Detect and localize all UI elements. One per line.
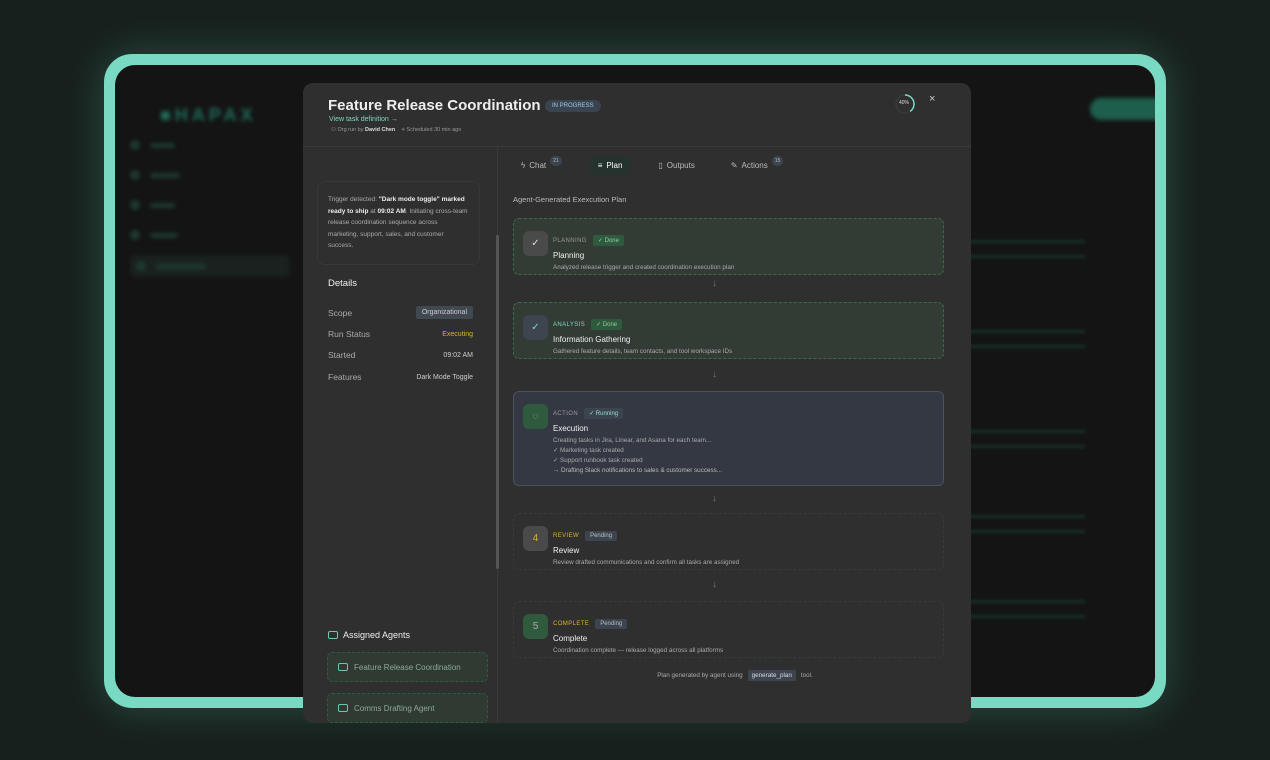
arrow-down-icon: ↓ [712, 278, 717, 289]
check-icon: ✓ [523, 315, 548, 340]
plan-heading: Agent-Generated Exexcution Plan [513, 195, 627, 204]
plan-step-planning: ✓ PLANNING ✓ Done Planning Analyzed releas… [513, 218, 944, 275]
run-meta: ⚇ Org run by David Chen ⟡ Scheduled 30 m… [331, 127, 462, 133]
robot-icon [328, 631, 338, 639]
plan-panel: ϟ Chat 21 ≡ Plan ▯ Outputs ✎ Actions 15 Agent-… [499, 147, 971, 723]
assigned-agents-heading: Assigned Agents [328, 630, 410, 640]
details-panel: Trigger detected: "Dark mode toggle" mar… [303, 147, 499, 723]
wrench-icon: ✎ [730, 160, 738, 170]
sidebar-background [130, 140, 290, 277]
spinner-icon: ◌ [523, 404, 548, 429]
subtask-item: ✓ Support runbook task created [553, 457, 643, 464]
plan-step-review: 4 REVIEW Pending Review Review drafted com… [513, 513, 944, 570]
plan-step-complete: 5 COMPLETE Pending Complete Coordination c… [513, 601, 944, 658]
modal-header: Feature Release Coordination IN PROGRESS… [303, 83, 971, 147]
tab-outputs[interactable]: ▯ Outputs [658, 160, 695, 170]
step-number: 5 [523, 614, 548, 639]
robot-icon [338, 663, 348, 671]
check-icon: ✓ [523, 231, 548, 256]
view-task-definition-link[interactable]: View task definition → [329, 116, 398, 123]
document-icon: ▯ [658, 160, 663, 170]
schedule-icon: ⟡ [401, 127, 406, 133]
detail-started: Started 09:02 AM [328, 350, 473, 360]
plan-step-action: ◌ ACTION ✓ Running Execution Creating task… [513, 391, 944, 486]
user-icon: ⚇ [331, 127, 336, 133]
progress-ring: 40% [894, 93, 916, 115]
activity-icon: ϟ [521, 160, 526, 170]
agent-chip[interactable]: Feature Release Coordination [327, 652, 488, 682]
background-action-button [1090, 98, 1155, 120]
status-badge: IN PROGRESS [545, 100, 601, 112]
task-modal: Feature Release Coordination IN PROGRESS… [303, 83, 971, 723]
details-heading: Details [328, 278, 358, 289]
close-button[interactable]: × [929, 93, 936, 105]
trigger-summary: Trigger detected: "Dark mode toggle" mar… [317, 181, 480, 265]
step-number: 4 [523, 526, 548, 551]
subtask-item: ✓ Marketing task created [553, 447, 624, 454]
subtask-item: → Drafting Slack notifications to sales … [553, 467, 723, 474]
detail-features: Features Dark Mode Toggle [328, 372, 473, 382]
arrow-down-icon: ↓ [712, 493, 717, 504]
plan-step-analysis: ✓ ANALYSIS ✓ Done Information Gathering Ga… [513, 302, 944, 359]
tab-chat[interactable]: ϟ Chat 21 [513, 155, 570, 175]
robot-icon [338, 704, 348, 712]
detail-scope: Scope Organizational [328, 306, 473, 319]
modal-title: Feature Release Coordination [328, 97, 541, 114]
tab-plan[interactable]: ≡ Plan [589, 155, 631, 175]
tab-bar: ϟ Chat 21 ≡ Plan ▯ Outputs ✎ Actions 15 [513, 155, 791, 175]
scrollbar[interactable] [496, 235, 499, 569]
arrow-down-icon: ↓ [712, 369, 717, 380]
app-logo: ■HAPAX [160, 105, 257, 125]
detail-run-status: Run Status Executing [328, 329, 473, 339]
plan-footer: Plan generated by agent using generate_pl… [657, 670, 813, 681]
list-icon: ≡ [597, 160, 603, 170]
arrow-down-icon: ↓ [712, 579, 717, 590]
tab-actions[interactable]: ✎ Actions 15 [723, 155, 792, 175]
agent-chip[interactable]: Comms Drafting Agent [327, 693, 488, 723]
